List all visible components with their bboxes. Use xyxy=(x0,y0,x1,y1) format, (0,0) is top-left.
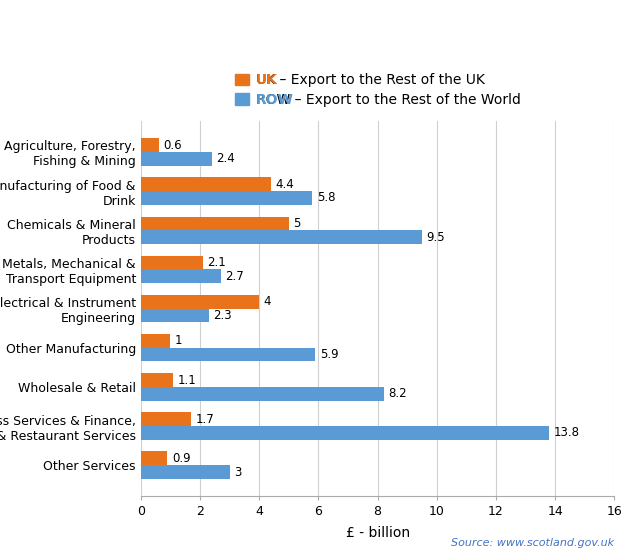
Bar xyxy=(141,152,212,166)
Bar xyxy=(141,387,383,401)
Text: 0.6: 0.6 xyxy=(163,139,182,152)
Bar xyxy=(141,177,271,191)
Bar xyxy=(141,373,173,387)
Text: 2.7: 2.7 xyxy=(225,270,244,283)
Bar xyxy=(141,138,159,152)
Text: UK: UK xyxy=(255,73,278,87)
Bar xyxy=(141,348,316,361)
Bar xyxy=(141,269,221,283)
Text: Source: www.scotland.gov.uk: Source: www.scotland.gov.uk xyxy=(451,538,614,548)
Text: 13.8: 13.8 xyxy=(554,426,580,439)
Bar xyxy=(141,217,289,230)
Text: 1.7: 1.7 xyxy=(196,413,214,426)
Text: 4.4: 4.4 xyxy=(275,178,294,191)
Bar xyxy=(141,256,203,269)
Text: 1.1: 1.1 xyxy=(178,374,196,386)
Bar xyxy=(141,309,209,322)
Text: 0.9: 0.9 xyxy=(172,452,191,465)
Text: 8.2: 8.2 xyxy=(388,387,406,400)
Bar xyxy=(141,451,168,465)
X-axis label: £ - billion: £ - billion xyxy=(346,526,410,541)
Text: 9.5: 9.5 xyxy=(426,231,445,244)
Text: 4: 4 xyxy=(264,295,271,308)
Bar xyxy=(141,191,312,205)
Text: 2.1: 2.1 xyxy=(207,256,226,269)
Text: 2.3: 2.3 xyxy=(213,309,232,322)
Bar xyxy=(141,334,170,348)
Bar xyxy=(141,426,549,440)
Bar xyxy=(141,412,191,426)
Text: ROW: ROW xyxy=(255,93,294,107)
Text: 1: 1 xyxy=(175,334,182,347)
Bar xyxy=(141,465,230,479)
Bar xyxy=(141,295,259,309)
Text: 5.8: 5.8 xyxy=(317,191,335,204)
Text: 3: 3 xyxy=(234,466,241,478)
Bar xyxy=(141,230,422,244)
Legend: UK – Export to the Rest of the UK, ROW – Export to the Rest of the World: UK – Export to the Rest of the UK, ROW –… xyxy=(235,73,520,107)
Text: 2.4: 2.4 xyxy=(216,152,235,165)
Text: 5.9: 5.9 xyxy=(320,348,339,361)
Text: 5: 5 xyxy=(293,217,301,230)
